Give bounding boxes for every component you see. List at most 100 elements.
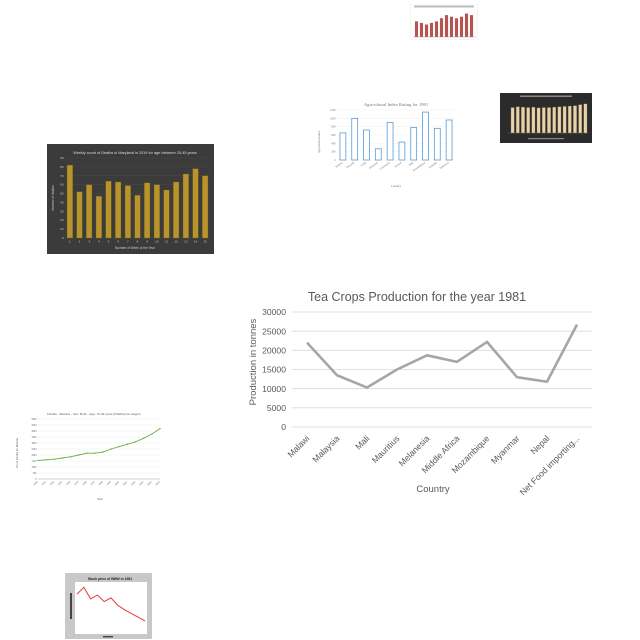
x-tick-label: 2004 (147, 480, 153, 486)
data-point (77, 454, 80, 456)
y-tick-label: 1200 (330, 109, 336, 112)
y-tick-label: 40 (60, 200, 64, 204)
x-tick-label: Iceland (394, 161, 403, 169)
y-tick-label: 80 (60, 165, 64, 169)
y-tick-label: 600 (331, 134, 336, 137)
bar (464, 13, 469, 37)
y-tick-label: 2500 (31, 448, 37, 451)
bar (86, 184, 93, 239)
bar (469, 15, 474, 37)
x-tick-label: 1998 (98, 480, 104, 486)
x-tick-label: 2002 (131, 480, 137, 486)
bar (449, 16, 454, 37)
x-tick-label: 3 (88, 240, 90, 244)
x-tick-label: 2005 (155, 480, 161, 486)
x-axis-label: Country (391, 184, 402, 188)
y-tick-label: 10 (60, 227, 64, 231)
data-point (102, 451, 104, 453)
x-tick-label: Namibia (428, 161, 438, 169)
y-tick-label: 10000 (262, 384, 286, 394)
y-axis-label: Number of deaths (51, 185, 55, 211)
bar (454, 18, 459, 37)
x-tick-label: 12 (174, 240, 178, 244)
y-tick-label: 200 (331, 151, 336, 154)
bar (562, 106, 567, 134)
y-tick-label: 4000 (31, 430, 37, 433)
chart-red-bars (410, 4, 478, 40)
x-tick-label: 8 (137, 240, 139, 244)
bar (163, 189, 170, 239)
y-tick-label: 800 (331, 126, 336, 129)
data-point (94, 452, 96, 454)
bar (66, 164, 73, 239)
x-tick-label: 11 (165, 240, 168, 244)
y-tick-label: 15000 (262, 365, 286, 375)
data-point (53, 458, 55, 460)
data-point (37, 459, 39, 462)
bar (105, 180, 112, 239)
x-tick-label: 1996 (82, 480, 88, 486)
bar (124, 185, 131, 239)
plot-area (75, 582, 147, 634)
y-axis-label: Agricultural index (317, 130, 321, 153)
data-point (159, 427, 161, 430)
y-tick-label: 3500 (31, 436, 37, 439)
bar (115, 181, 122, 239)
bar (542, 107, 546, 134)
x-tick-label: Mozambique (412, 161, 426, 172)
y-tick-label: 5000 (267, 403, 286, 413)
chart-bmw-stock: Stock price of BMW in 1981 (65, 573, 152, 639)
bar (134, 195, 141, 239)
y-tick-label: 30 (60, 209, 64, 213)
bar (374, 148, 382, 161)
y-tick-label: 4500 (31, 424, 37, 427)
bar (521, 107, 525, 134)
data-point (45, 459, 47, 461)
x-axis-label-placeholder (528, 138, 564, 140)
y-tick-label: 0 (35, 478, 37, 481)
chart-dark-beige (500, 93, 592, 143)
x-tick-label: 13 (184, 240, 188, 244)
y-tick-label: 20 (60, 218, 64, 222)
bar (192, 168, 199, 239)
chart-agricultural-index: Agricultural Index Rating for 1981 Agric… (315, 98, 461, 190)
bar (439, 18, 444, 37)
bar (419, 22, 424, 37)
x-tick-label: Burundi (346, 161, 355, 169)
y-axis-label-placeholder (70, 593, 72, 619)
data-point (118, 445, 121, 448)
bar (429, 22, 434, 37)
series-line (76, 586, 146, 622)
chart-title-placeholder (520, 95, 572, 97)
data-point (86, 452, 88, 454)
bar (386, 122, 394, 161)
x-tick-label: 9 (146, 240, 148, 244)
data-point (134, 441, 137, 443)
x-tick-label: Mali (408, 161, 414, 167)
x-tick-label: 1994 (65, 480, 71, 486)
bar (552, 107, 556, 134)
chart-title: Weekly count of Deaths in Maryland in 20… (73, 151, 197, 155)
x-tick-label: 1999 (106, 480, 112, 486)
x-tick-label: Myanmar (489, 433, 521, 465)
x-tick-label: Guatemala (379, 161, 391, 171)
x-tick-label: 1991 (41, 480, 47, 486)
x-tick-label: 14 (194, 240, 198, 244)
x-tick-label: 1997 (90, 480, 96, 486)
x-tick-label: 15 (203, 240, 207, 244)
y-tick-label: 30000 (262, 307, 286, 317)
bar (510, 107, 515, 134)
data-point (151, 433, 153, 435)
bar (573, 105, 577, 134)
chart-title: Deaths - Malaria - Sex: Both - Age: 10-4… (47, 412, 141, 416)
bar (144, 182, 151, 239)
bar (95, 196, 102, 239)
data-point (126, 443, 129, 445)
x-tick-label: Malaysia (310, 433, 341, 464)
x-tick-label: 1993 (57, 480, 63, 486)
bar (76, 191, 83, 239)
bar (433, 127, 441, 161)
y-tick-label: 2000 (31, 454, 37, 457)
x-tick-label: 2000 (114, 480, 120, 486)
x-tick-label: Denmark (369, 161, 380, 170)
